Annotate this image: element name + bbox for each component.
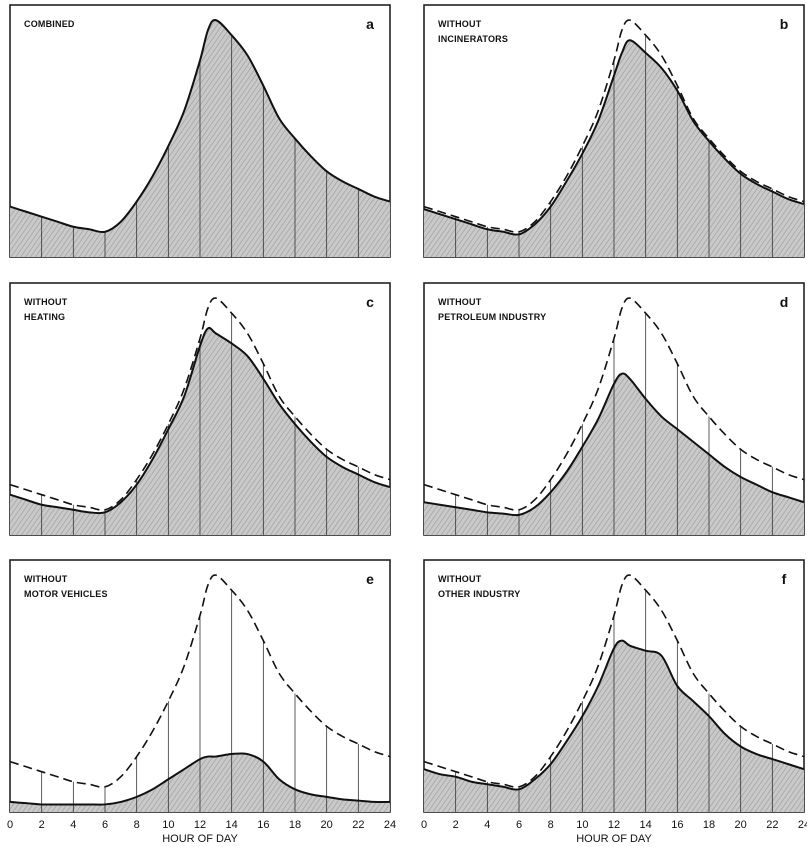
x-tick-label: 4	[70, 819, 76, 831]
panel-label-line1: WITHOUT	[24, 574, 68, 584]
panel-label-line1: WITHOUT	[438, 574, 482, 584]
panel-f: WITHOUT OTHER INDUSTRY f	[423, 559, 805, 813]
x-tick-label: 8	[134, 819, 140, 831]
series-line	[423, 372, 805, 517]
x-tick-label: 24	[384, 819, 396, 831]
panel-label-line2: MOTOR VEHICLES	[24, 589, 108, 599]
series-line	[423, 639, 805, 791]
panel-letter: c	[366, 294, 374, 310]
x-tick-label: 18	[289, 819, 301, 831]
x-tick-label: 22	[352, 819, 364, 831]
x-tick-label: 22	[766, 819, 778, 831]
x-tick-label: 2	[453, 819, 459, 831]
x-tick-label: 6	[102, 819, 108, 831]
combined-dashed-line	[423, 574, 805, 788]
x-tick-label: 12	[194, 819, 206, 831]
panel-d: WITHOUT PETROLEUM INDUSTRY d	[423, 282, 805, 536]
panel-b: WITHOUT INCINERATORS b	[423, 4, 805, 258]
series-line	[9, 19, 391, 234]
x-tick-label: 20	[321, 819, 333, 831]
combined-dashed-line	[9, 574, 391, 788]
panel-letter: d	[780, 294, 789, 310]
x-tick-label: 18	[703, 819, 715, 831]
panel-label-line2: OTHER INDUSTRY	[438, 589, 520, 599]
x-tick-label: 10	[576, 819, 588, 831]
x-tick-label: 10	[162, 819, 174, 831]
panel-label-line1: WITHOUT	[438, 297, 482, 307]
combined-dashed-line	[9, 297, 391, 511]
x-tick-label: 0	[7, 819, 13, 831]
combined-dashed-line	[423, 19, 805, 233]
x-tick-label: 14	[226, 819, 238, 831]
x-axis-label: HOUR OF DAY	[162, 833, 238, 845]
series-line	[9, 326, 391, 515]
x-tick-label: 12	[608, 819, 620, 831]
x-tick-label: 8	[548, 819, 554, 831]
x-tick-label: 6	[516, 819, 522, 831]
x-tick-label: 0	[421, 819, 427, 831]
series-line	[423, 39, 805, 236]
panel-letter: f	[782, 571, 787, 587]
panel-letter: e	[366, 571, 374, 587]
panel-letter: a	[366, 16, 374, 32]
panel-e: WITHOUT MOTOR VEHICLES e	[9, 559, 391, 813]
x-tick-label: 16	[671, 819, 683, 831]
panel-a: COMBINED a	[9, 4, 391, 258]
combined-dashed-line	[423, 297, 805, 511]
series-line	[9, 752, 391, 806]
x-tick-label: 24	[798, 819, 807, 831]
panel-letter: b	[780, 16, 789, 32]
panel-label-line1: COMBINED	[24, 19, 75, 29]
panel-label-line2: HEATING	[24, 312, 65, 322]
x-tick-label: 4	[484, 819, 490, 831]
panel-c: WITHOUT HEATING c	[9, 282, 391, 536]
panel-label-line2: INCINERATORS	[438, 34, 508, 44]
panel-label-line1: WITHOUT	[24, 297, 68, 307]
x-tick-label: 2	[39, 819, 45, 831]
x-tick-label: 20	[735, 819, 747, 831]
panel-label-line2: PETROLEUM INDUSTRY	[438, 312, 546, 322]
x-axis-label: HOUR OF DAY	[576, 833, 652, 845]
x-tick-label: 16	[257, 819, 269, 831]
panel-label-line1: WITHOUT	[438, 19, 482, 29]
x-tick-label: 14	[640, 819, 652, 831]
